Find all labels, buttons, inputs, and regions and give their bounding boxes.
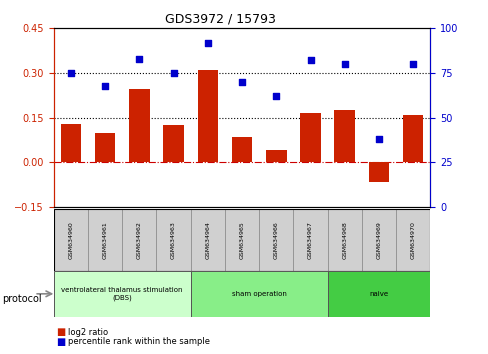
Text: percentile rank within the sample: percentile rank within the sample bbox=[68, 337, 210, 346]
Point bbox=[67, 70, 75, 76]
Bar bbox=[129, 90, 149, 162]
Bar bbox=[61, 124, 81, 162]
Point bbox=[374, 136, 382, 142]
Text: protocol: protocol bbox=[2, 294, 42, 304]
Point bbox=[408, 61, 416, 67]
FancyBboxPatch shape bbox=[122, 209, 156, 271]
Text: GSM634962: GSM634962 bbox=[137, 221, 142, 259]
Point bbox=[101, 83, 109, 88]
FancyBboxPatch shape bbox=[361, 209, 395, 271]
Text: log2 ratio: log2 ratio bbox=[68, 327, 108, 337]
Text: GSM634963: GSM634963 bbox=[171, 221, 176, 259]
Text: ■: ■ bbox=[56, 327, 65, 337]
FancyBboxPatch shape bbox=[156, 209, 190, 271]
Text: GSM634961: GSM634961 bbox=[102, 221, 107, 259]
Bar bbox=[368, 162, 388, 182]
Text: GSM634965: GSM634965 bbox=[239, 221, 244, 259]
FancyBboxPatch shape bbox=[224, 209, 259, 271]
Text: GSM634968: GSM634968 bbox=[342, 221, 346, 259]
Text: GSM634966: GSM634966 bbox=[273, 221, 278, 259]
Point bbox=[135, 56, 143, 62]
Bar bbox=[334, 110, 354, 162]
Text: naive: naive bbox=[368, 291, 388, 297]
Bar bbox=[95, 133, 115, 162]
Text: ■: ■ bbox=[56, 337, 65, 347]
FancyBboxPatch shape bbox=[327, 209, 361, 271]
Text: GSM634970: GSM634970 bbox=[410, 221, 415, 259]
FancyBboxPatch shape bbox=[190, 209, 224, 271]
Point bbox=[203, 40, 211, 45]
FancyBboxPatch shape bbox=[293, 209, 327, 271]
Point bbox=[306, 58, 314, 63]
Text: sham operation: sham operation bbox=[231, 291, 286, 297]
Bar bbox=[300, 113, 320, 162]
FancyBboxPatch shape bbox=[190, 271, 327, 317]
Point bbox=[169, 70, 177, 76]
Point bbox=[238, 79, 245, 85]
Text: GDS3972 / 15793: GDS3972 / 15793 bbox=[164, 12, 275, 25]
Bar bbox=[265, 150, 286, 162]
FancyBboxPatch shape bbox=[395, 209, 429, 271]
Text: GSM634967: GSM634967 bbox=[307, 221, 312, 259]
Bar bbox=[163, 125, 183, 162]
FancyBboxPatch shape bbox=[54, 271, 190, 317]
Text: GSM634960: GSM634960 bbox=[68, 221, 73, 259]
Point bbox=[272, 93, 280, 99]
FancyBboxPatch shape bbox=[327, 271, 429, 317]
Bar bbox=[197, 70, 218, 162]
FancyBboxPatch shape bbox=[54, 209, 88, 271]
Text: ventrolateral thalamus stimulation
(DBS): ventrolateral thalamus stimulation (DBS) bbox=[61, 287, 183, 301]
FancyBboxPatch shape bbox=[259, 209, 293, 271]
Bar bbox=[402, 115, 423, 162]
Point bbox=[340, 61, 348, 67]
FancyBboxPatch shape bbox=[88, 209, 122, 271]
Text: GSM634969: GSM634969 bbox=[376, 221, 381, 259]
Bar bbox=[231, 137, 252, 162]
Text: GSM634964: GSM634964 bbox=[205, 221, 210, 259]
